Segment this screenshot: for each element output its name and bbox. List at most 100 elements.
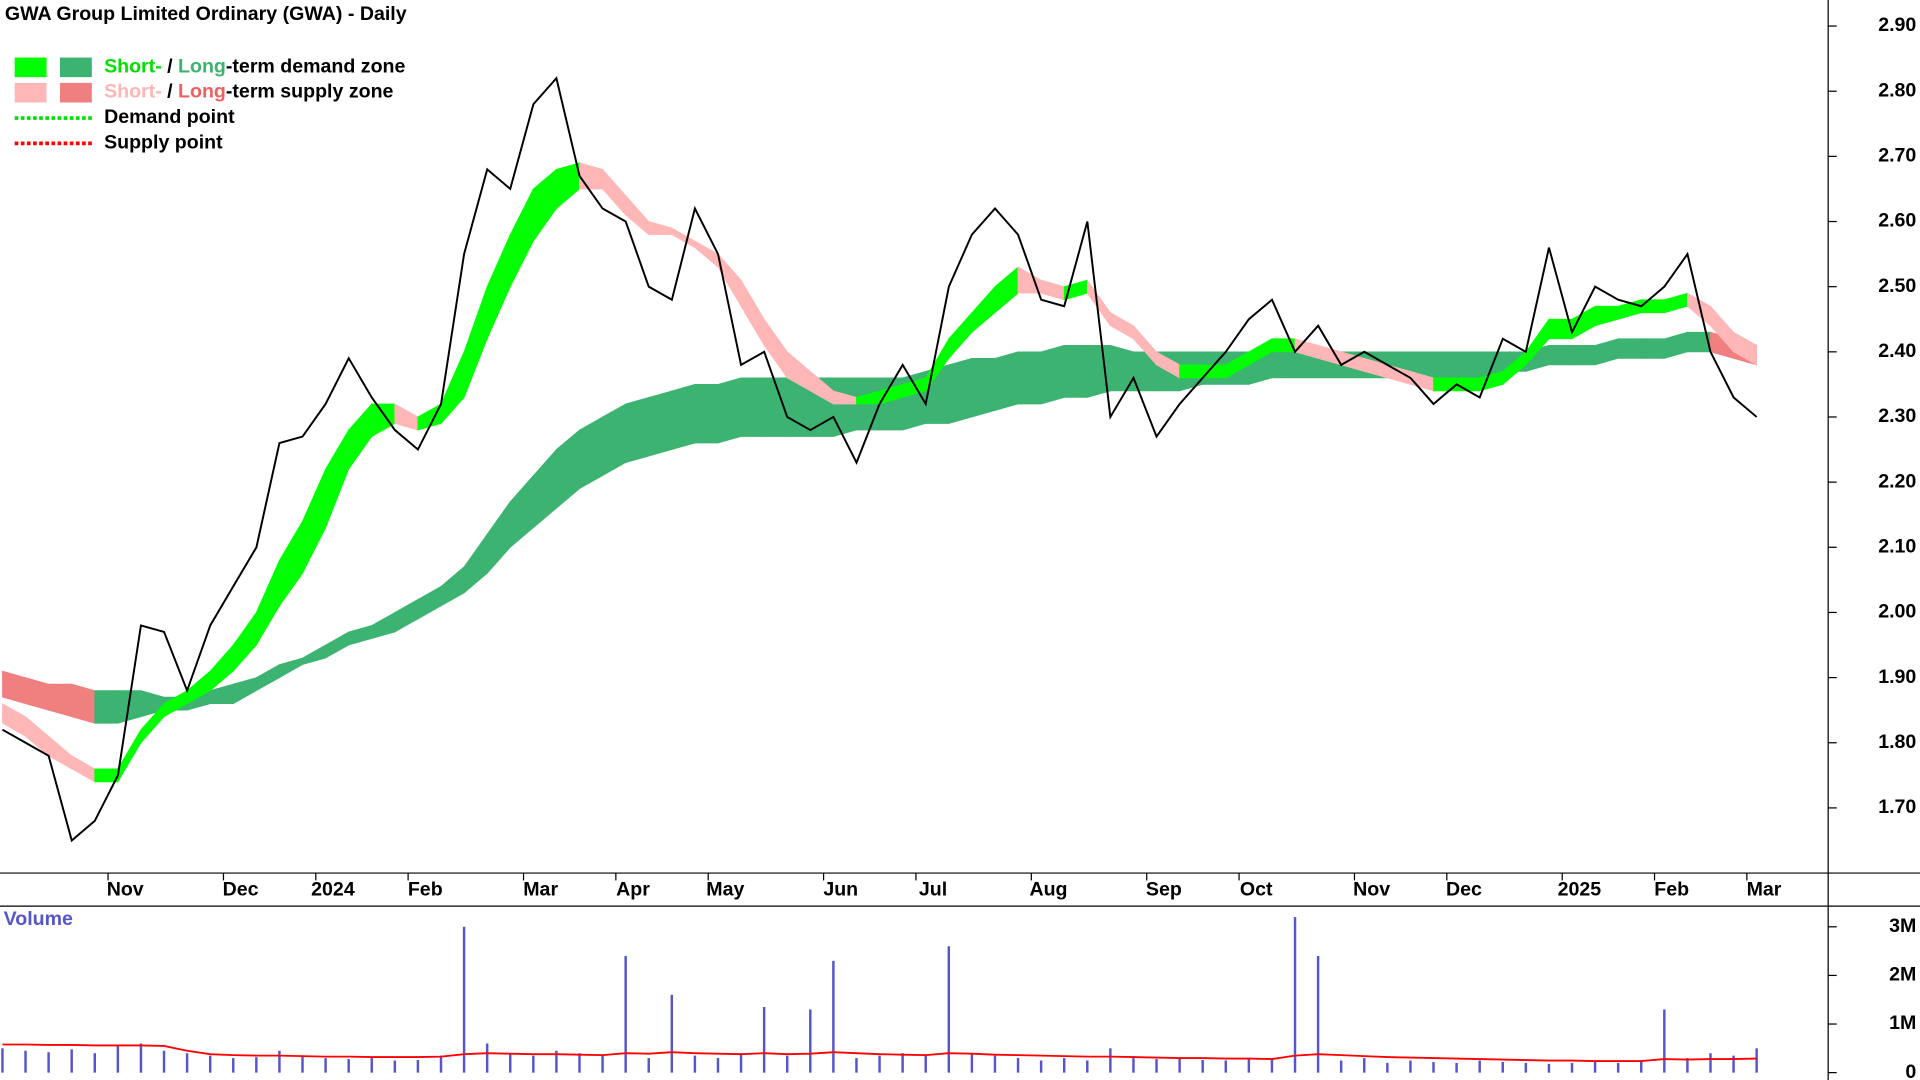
volume-bar xyxy=(855,1058,858,1073)
legend-label: Demand point xyxy=(104,106,235,128)
x-tick-label: Feb xyxy=(408,878,443,900)
price-line xyxy=(1,76,1758,843)
long-zone-segment xyxy=(71,683,96,724)
volume-bar xyxy=(1316,955,1320,1073)
legend-text: Long xyxy=(178,56,226,78)
long-zone-segment xyxy=(740,377,765,437)
volume-bar xyxy=(1409,1060,1412,1073)
volume-bar xyxy=(670,994,674,1073)
x-tick-label: 2025 xyxy=(1558,878,1602,900)
y-tick-label: 2.80 xyxy=(1878,79,1916,101)
x-tick-label: Apr xyxy=(616,878,650,900)
short-zone-segment xyxy=(94,768,119,783)
volume-bar xyxy=(462,926,466,1073)
volume-bar xyxy=(1132,1058,1135,1073)
long-zone-segment xyxy=(833,377,857,438)
legend-text: -term demand zone xyxy=(226,56,406,78)
short-zone-segment xyxy=(1640,299,1665,314)
volume-bar xyxy=(24,1050,27,1073)
volume-bar xyxy=(347,1059,350,1073)
volume-bar xyxy=(324,1058,327,1073)
y-tick-label: 2.30 xyxy=(1878,405,1916,427)
x-tick-label: 2024 xyxy=(311,878,355,900)
long-zone-segment xyxy=(1017,351,1042,405)
long-zone-segment xyxy=(1040,344,1065,405)
volume-label: Volume xyxy=(4,908,73,930)
legend-text: Short- xyxy=(104,56,162,78)
volume-bar xyxy=(555,1050,558,1073)
y-tick-label: 2.70 xyxy=(1878,145,1916,167)
x-tick-label: Feb xyxy=(1654,878,1689,900)
volume-bar xyxy=(739,1053,743,1073)
volume-tick-label: 1M xyxy=(1889,1012,1916,1034)
volume-bar xyxy=(832,960,835,1073)
volume-bar xyxy=(1755,1048,1758,1073)
long-zone-segment xyxy=(602,403,627,477)
volume-bar xyxy=(47,1052,50,1073)
volume-bar xyxy=(1640,1060,1643,1073)
volume-bar xyxy=(1201,1060,1204,1073)
short-zone-segment xyxy=(1456,377,1481,392)
x-tick-label: Aug xyxy=(1029,878,1067,900)
volume-bar xyxy=(278,1050,281,1073)
legend-text: / xyxy=(162,81,178,103)
long-zone-segment xyxy=(1548,344,1573,366)
volume-bar xyxy=(370,1058,373,1073)
volume-tick-label: 3M xyxy=(1889,915,1916,937)
x-tick-label: Jul xyxy=(919,878,947,900)
legend-text: -term supply zone xyxy=(226,81,394,103)
long-zone-segment xyxy=(625,396,650,464)
volume-bar xyxy=(878,1055,881,1073)
volume-bar xyxy=(416,1060,420,1073)
volume-bar xyxy=(1593,1061,1597,1073)
long-zone-segment xyxy=(1433,351,1457,379)
short-zone-segment xyxy=(1202,364,1227,379)
volume-bar xyxy=(185,1053,189,1073)
x-tick-label: Nov xyxy=(1353,878,1390,900)
volume-tick-label: 2M xyxy=(1889,964,1916,986)
volume-bar xyxy=(139,1043,143,1073)
long-zone-segment xyxy=(1571,344,1596,366)
long-zone-segment xyxy=(1271,351,1296,379)
legend-swatch xyxy=(14,57,47,78)
y-tick-label: 2.90 xyxy=(1878,14,1916,36)
long-zone-segment xyxy=(994,351,1019,411)
volume-bar xyxy=(693,1055,697,1073)
volume-bar xyxy=(1663,1009,1666,1073)
volume-bar xyxy=(1178,1058,1181,1073)
x-tick-label: Dec xyxy=(1446,878,1482,900)
volume-bar xyxy=(601,1055,604,1073)
volume-bar xyxy=(301,1055,304,1073)
volume-bar xyxy=(1363,1058,1366,1073)
volume-bar xyxy=(485,1043,489,1073)
y-tick-label: 1.70 xyxy=(1878,796,1916,818)
volume-bar xyxy=(532,1055,535,1073)
legend-swatch xyxy=(14,82,47,103)
volume-bar xyxy=(439,1055,443,1073)
volume-bar xyxy=(1062,1058,1066,1073)
volume-bar xyxy=(93,1053,96,1073)
long-zone-segment xyxy=(648,390,673,457)
volume-bar xyxy=(578,1053,581,1073)
volume-bar xyxy=(1616,1062,1620,1073)
x-tick-label: Mar xyxy=(1747,878,1782,900)
volume-bar xyxy=(255,1057,258,1073)
volume-average xyxy=(2,1043,1757,1062)
volume-bar xyxy=(901,1053,904,1073)
y-tick-label: 2.40 xyxy=(1878,340,1916,362)
legend-text: Demand point xyxy=(104,106,235,128)
legend-swatch xyxy=(60,57,92,78)
volume-bar xyxy=(924,1055,927,1073)
long-zone-segment xyxy=(1640,338,1665,359)
volume-bar xyxy=(1,1048,4,1073)
volume-bar xyxy=(1270,1058,1274,1073)
y-tick-label: 2.10 xyxy=(1878,535,1916,557)
y-tick-label: 2.00 xyxy=(1878,601,1916,623)
x-tick-label: Oct xyxy=(1240,878,1273,900)
volume-bar xyxy=(1732,1055,1735,1073)
y-tick-label: 1.80 xyxy=(1878,731,1916,753)
legend-text: / xyxy=(162,56,178,78)
long-zone-segment xyxy=(1617,338,1642,359)
